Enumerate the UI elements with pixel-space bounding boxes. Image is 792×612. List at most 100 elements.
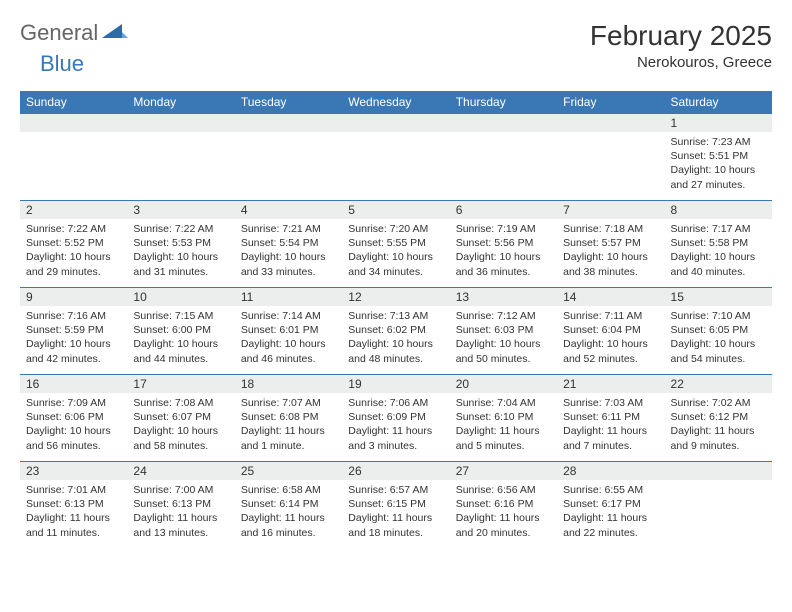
calendar-cell: 17Sunrise: 7:08 AMSunset: 6:07 PMDayligh… [127,375,234,462]
weekday-header: Wednesday [342,91,449,114]
day-number: 17 [127,375,234,393]
day-body: Sunrise: 7:12 AMSunset: 6:03 PMDaylight:… [450,306,557,370]
day-body: Sunrise: 7:06 AMSunset: 6:09 PMDaylight:… [342,393,449,457]
calendar-cell [127,114,234,201]
calendar-cell: 6Sunrise: 7:19 AMSunset: 5:56 PMDaylight… [450,201,557,288]
day-number: 15 [665,288,772,306]
weekday-header: Friday [557,91,664,114]
day-number: 28 [557,462,664,480]
weekday-header: Monday [127,91,234,114]
calendar-cell: 10Sunrise: 7:15 AMSunset: 6:00 PMDayligh… [127,288,234,375]
weekday-header: Thursday [450,91,557,114]
day-number: 22 [665,375,772,393]
day-body: Sunrise: 7:20 AMSunset: 5:55 PMDaylight:… [342,219,449,283]
day-number [450,114,557,132]
day-body: Sunrise: 7:02 AMSunset: 6:12 PMDaylight:… [665,393,772,457]
day-body: Sunrise: 7:22 AMSunset: 5:52 PMDaylight:… [20,219,127,283]
day-number: 16 [20,375,127,393]
calendar-cell: 5Sunrise: 7:20 AMSunset: 5:55 PMDaylight… [342,201,449,288]
day-body: Sunrise: 7:15 AMSunset: 6:00 PMDaylight:… [127,306,234,370]
calendar-row: 9Sunrise: 7:16 AMSunset: 5:59 PMDaylight… [20,288,772,375]
calendar-cell: 18Sunrise: 7:07 AMSunset: 6:08 PMDayligh… [235,375,342,462]
calendar-cell: 14Sunrise: 7:11 AMSunset: 6:04 PMDayligh… [557,288,664,375]
day-number: 25 [235,462,342,480]
calendar-row: 1Sunrise: 7:23 AMSunset: 5:51 PMDaylight… [20,114,772,201]
day-body: Sunrise: 6:56 AMSunset: 6:16 PMDaylight:… [450,480,557,544]
calendar-cell: 19Sunrise: 7:06 AMSunset: 6:09 PMDayligh… [342,375,449,462]
day-body: Sunrise: 7:11 AMSunset: 6:04 PMDaylight:… [557,306,664,370]
day-number: 2 [20,201,127,219]
weekday-header: Tuesday [235,91,342,114]
day-body: Sunrise: 7:09 AMSunset: 6:06 PMDaylight:… [20,393,127,457]
calendar-cell [557,114,664,201]
calendar-cell [665,462,772,549]
day-body: Sunrise: 6:55 AMSunset: 6:17 PMDaylight:… [557,480,664,544]
day-number: 23 [20,462,127,480]
day-number: 14 [557,288,664,306]
calendar-cell: 27Sunrise: 6:56 AMSunset: 6:16 PMDayligh… [450,462,557,549]
day-number [127,114,234,132]
logo: General [20,20,128,46]
day-number: 1 [665,114,772,132]
calendar-row: 2Sunrise: 7:22 AMSunset: 5:52 PMDaylight… [20,201,772,288]
day-number: 11 [235,288,342,306]
day-body: Sunrise: 7:04 AMSunset: 6:10 PMDaylight:… [450,393,557,457]
calendar-table: SundayMondayTuesdayWednesdayThursdayFrid… [20,91,772,549]
day-number: 21 [557,375,664,393]
day-number: 3 [127,201,234,219]
day-body: Sunrise: 7:08 AMSunset: 6:07 PMDaylight:… [127,393,234,457]
day-number [235,114,342,132]
day-body: Sunrise: 7:19 AMSunset: 5:56 PMDaylight:… [450,219,557,283]
day-number: 18 [235,375,342,393]
calendar-cell: 12Sunrise: 7:13 AMSunset: 6:02 PMDayligh… [342,288,449,375]
calendar-cell: 15Sunrise: 7:10 AMSunset: 6:05 PMDayligh… [665,288,772,375]
day-number: 24 [127,462,234,480]
day-number: 10 [127,288,234,306]
calendar-cell: 16Sunrise: 7:09 AMSunset: 6:06 PMDayligh… [20,375,127,462]
day-number [20,114,127,132]
calendar-cell: 3Sunrise: 7:22 AMSunset: 5:53 PMDaylight… [127,201,234,288]
calendar-cell: 20Sunrise: 7:04 AMSunset: 6:10 PMDayligh… [450,375,557,462]
calendar-cell: 8Sunrise: 7:17 AMSunset: 5:58 PMDaylight… [665,201,772,288]
day-body: Sunrise: 7:13 AMSunset: 6:02 PMDaylight:… [342,306,449,370]
day-body: Sunrise: 7:18 AMSunset: 5:57 PMDaylight:… [557,219,664,283]
logo-text-1: General [20,20,98,46]
calendar-cell: 28Sunrise: 6:55 AMSunset: 6:17 PMDayligh… [557,462,664,549]
day-number: 7 [557,201,664,219]
calendar-cell [450,114,557,201]
calendar-row: 16Sunrise: 7:09 AMSunset: 6:06 PMDayligh… [20,375,772,462]
day-number: 13 [450,288,557,306]
day-body: Sunrise: 7:01 AMSunset: 6:13 PMDaylight:… [20,480,127,544]
day-body: Sunrise: 7:00 AMSunset: 6:13 PMDaylight:… [127,480,234,544]
day-body: Sunrise: 7:03 AMSunset: 6:11 PMDaylight:… [557,393,664,457]
calendar-cell: 11Sunrise: 7:14 AMSunset: 6:01 PMDayligh… [235,288,342,375]
day-body: Sunrise: 7:16 AMSunset: 5:59 PMDaylight:… [20,306,127,370]
calendar-cell: 23Sunrise: 7:01 AMSunset: 6:13 PMDayligh… [20,462,127,549]
calendar-row: 23Sunrise: 7:01 AMSunset: 6:13 PMDayligh… [20,462,772,549]
logo-triangle-icon [102,20,128,46]
calendar-cell: 25Sunrise: 6:58 AMSunset: 6:14 PMDayligh… [235,462,342,549]
day-body: Sunrise: 6:57 AMSunset: 6:15 PMDaylight:… [342,480,449,544]
day-number: 4 [235,201,342,219]
day-number [342,114,449,132]
calendar-cell: 1Sunrise: 7:23 AMSunset: 5:51 PMDaylight… [665,114,772,201]
day-body: Sunrise: 6:58 AMSunset: 6:14 PMDaylight:… [235,480,342,544]
calendar-body: 1Sunrise: 7:23 AMSunset: 5:51 PMDaylight… [20,114,772,549]
day-body: Sunrise: 7:10 AMSunset: 6:05 PMDaylight:… [665,306,772,370]
day-body: Sunrise: 7:21 AMSunset: 5:54 PMDaylight:… [235,219,342,283]
day-number: 5 [342,201,449,219]
logo-text-2: Blue [40,51,84,77]
day-number [557,114,664,132]
calendar-cell: 21Sunrise: 7:03 AMSunset: 6:11 PMDayligh… [557,375,664,462]
calendar-cell: 22Sunrise: 7:02 AMSunset: 6:12 PMDayligh… [665,375,772,462]
calendar-cell: 2Sunrise: 7:22 AMSunset: 5:52 PMDaylight… [20,201,127,288]
weekday-header: Sunday [20,91,127,114]
weekday-header-row: SundayMondayTuesdayWednesdayThursdayFrid… [20,91,772,114]
day-body: Sunrise: 7:17 AMSunset: 5:58 PMDaylight:… [665,219,772,283]
day-number: 26 [342,462,449,480]
calendar-cell: 24Sunrise: 7:00 AMSunset: 6:13 PMDayligh… [127,462,234,549]
calendar-cell [235,114,342,201]
calendar-cell [20,114,127,201]
page-subtitle: Nerokouros, Greece [590,54,772,71]
day-number: 27 [450,462,557,480]
